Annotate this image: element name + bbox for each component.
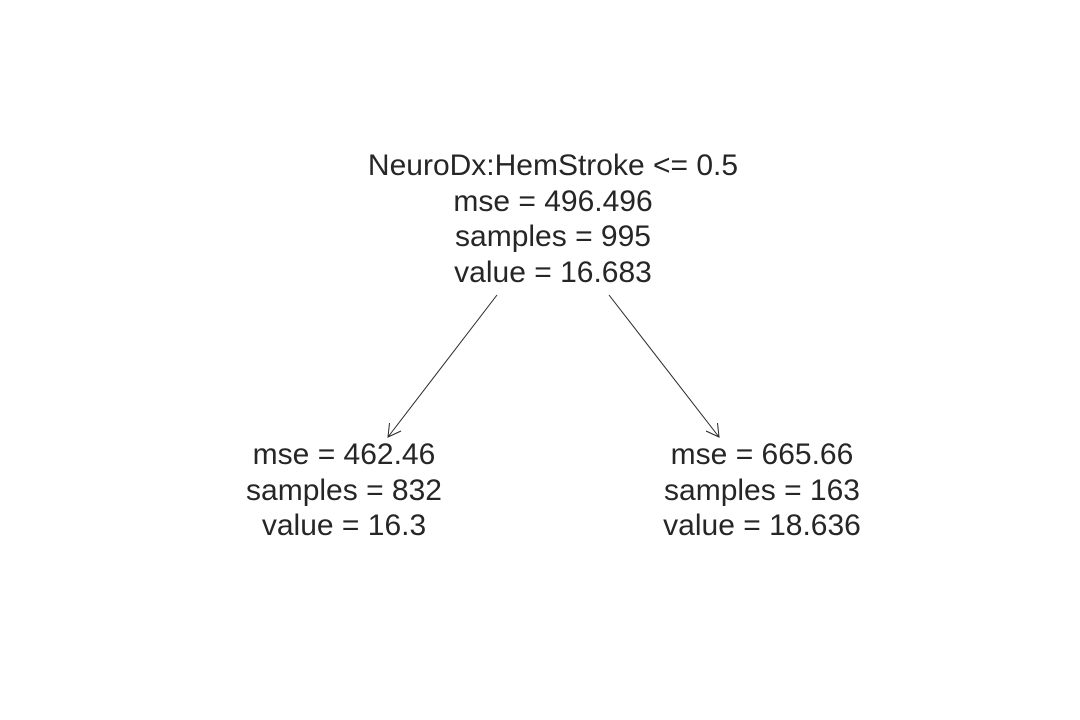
tree-node-right-leaf: mse = 665.66 samples = 163 value = 18.63…	[663, 437, 861, 544]
node-mse: mse = 462.46	[252, 438, 436, 471]
node-value: value = 16.683	[454, 255, 652, 289]
node-value: value = 16.3	[261, 509, 427, 542]
edge-root-to-left	[387, 294, 498, 438]
tree-node-left-leaf: mse = 462.46 samples = 832 value = 16.3	[246, 437, 442, 544]
tree-node-root: NeuroDx:HemStroke <= 0.5 mse = 496.496 s…	[368, 148, 738, 290]
node-samples: samples = 163	[664, 473, 860, 507]
node-value: value = 18.636	[663, 509, 861, 542]
node-mse: mse = 665.66	[670, 438, 854, 471]
node-samples: samples = 995	[455, 220, 651, 253]
node-samples: samples = 832	[246, 473, 442, 507]
node-mse: mse = 496.496	[453, 184, 653, 218]
edge-root-to-right	[608, 294, 720, 438]
node-split-condition: NeuroDx:HemStroke <= 0.5	[367, 149, 739, 182]
